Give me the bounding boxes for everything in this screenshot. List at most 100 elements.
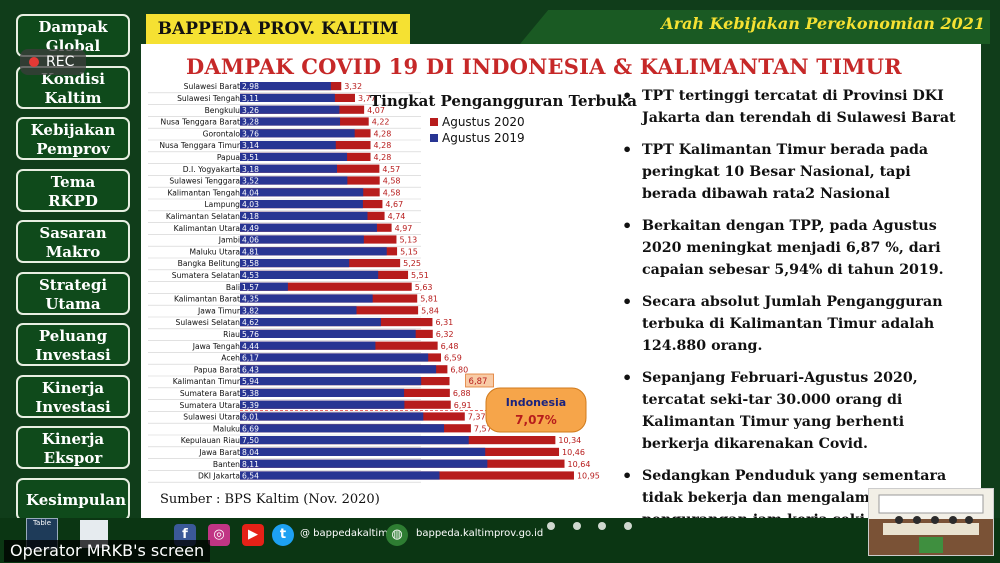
bar-2019	[240, 329, 416, 338]
table-thumbnail-label: Table	[32, 519, 52, 527]
data-label-2020: 4,28	[374, 129, 392, 138]
category-label: Jawa Barat	[198, 448, 240, 457]
data-label-2019: 3,28	[242, 118, 259, 127]
data-label-2019: 4,35	[242, 295, 259, 304]
data-label-2020: 6,91	[454, 401, 472, 410]
data-label-2019: 4,03	[242, 200, 259, 209]
globe-icon: ◍	[386, 524, 408, 546]
data-label-2019: 4,04	[242, 188, 259, 197]
chart-legend: Agustus 2020 Agustus 2019	[430, 114, 525, 146]
data-label-2020: 7,57	[474, 424, 492, 433]
sidebar-item-peluang-investasi[interactable]: Peluang Investasi	[16, 323, 130, 366]
bar-2020	[240, 282, 412, 291]
indonesia-callout-label: Indonesia	[506, 396, 566, 409]
bar-2019	[240, 412, 424, 421]
category-label: Sumatera Barat	[180, 389, 240, 398]
category-label: Bali	[226, 283, 240, 292]
sidebar-item-sasaran-makro[interactable]: Sasaran Makro	[16, 220, 130, 263]
bar-2019	[240, 459, 488, 468]
data-label-2020: 5,25	[403, 259, 421, 268]
category-label: Kalimantan Tengah	[167, 188, 240, 197]
slide-title: DAMPAK COVID 19 DI INDONESIA & KALIMANTA…	[186, 54, 902, 79]
data-label-2020: 4,22	[372, 118, 390, 127]
sidebar-item-strategi-utama[interactable]: Strategi Utama	[16, 271, 130, 315]
data-label-2020-kaltim: 6,87	[469, 377, 488, 387]
bullet-item: Berkaitan dengan TPP, pada Agustus 2020 …	[618, 215, 968, 281]
data-label-2019: 3,11	[242, 94, 259, 103]
sidebar-item-kebijakan-pemprov[interactable]: Kebijakan Pemprov	[16, 117, 130, 160]
data-label-2020: 5,15	[400, 247, 418, 256]
bar-2019	[240, 436, 469, 445]
data-label-2019: 8,04	[242, 448, 259, 457]
legend-swatch-2020	[430, 118, 438, 126]
sidebar-item-kinerja-investasi[interactable]: Kinerja Investasi	[16, 374, 130, 418]
category-label: Sulawesi Selatan	[176, 318, 241, 327]
data-label-2019: 3,18	[242, 165, 259, 174]
category-label: Jawa Tengah	[192, 342, 240, 351]
bar-2019	[240, 200, 363, 209]
data-label-2020: 6,48	[441, 342, 459, 351]
data-label-2019: 4,53	[242, 271, 259, 280]
sidebar-item-kinerja-ekspor[interactable]: Kinerja Ekspor	[16, 426, 130, 469]
recording-badge: REC	[20, 49, 86, 75]
data-label-2020: 6,32	[436, 330, 454, 339]
header-badge: BAPPEDA PROV. KALTIM	[146, 14, 410, 44]
category-label: Riau	[223, 330, 240, 339]
data-label-2020: 10,34	[558, 436, 581, 445]
bar-2019	[240, 211, 368, 220]
bar-2019	[240, 306, 357, 315]
category-label: Bangka Belitung	[178, 259, 241, 268]
nav-dot[interactable]	[624, 522, 632, 530]
chart-source: Sumber : BPS Kaltim (Nov. 2020)	[160, 492, 380, 507]
category-label: Papua Barat	[194, 365, 240, 374]
sidebar-item-kesimpulan[interactable]: Kesimpulan	[16, 477, 130, 521]
screen-share-label: Operator MRKB's screen	[4, 540, 211, 562]
legend-label-2019: Agustus 2019	[442, 131, 525, 145]
data-label-2019: 3,14	[242, 141, 259, 150]
twitter-icon[interactable]: t	[272, 524, 294, 546]
data-label-2019: 4,06	[242, 236, 259, 245]
bar-2019	[240, 82, 331, 91]
data-label-2020: 6,88	[453, 389, 471, 398]
sidebar-item-tema-rkpd-2021[interactable]: Tema RKPD 2021	[16, 168, 130, 212]
data-label-2019: 6,17	[242, 354, 259, 363]
data-label-2019: 4,44	[242, 342, 259, 351]
data-label-2020: 4,57	[382, 165, 400, 174]
bar-2019	[240, 259, 350, 268]
data-label-2019: 5,38	[242, 389, 259, 398]
data-label-2020: 3,77	[358, 94, 376, 103]
data-label-2019: 1,57	[242, 283, 259, 292]
legend-item-2019: Agustus 2019	[430, 130, 525, 146]
data-label-2019: 4,18	[242, 212, 259, 221]
category-label: Papua	[217, 153, 240, 162]
header-banner	[520, 10, 990, 44]
category-label: Jawa Timur	[197, 306, 241, 315]
nav-dot[interactable]	[547, 522, 555, 530]
nav-dot[interactable]	[598, 522, 606, 530]
bar-2019	[240, 471, 440, 480]
category-label: Sulawesi Utara	[183, 413, 240, 422]
data-label-2019: 5,39	[242, 401, 259, 410]
data-label-2019: 5,94	[242, 377, 259, 386]
bar-2019	[240, 341, 376, 350]
data-label-2020: 6,59	[444, 354, 462, 363]
website-link[interactable]: bappeda.kaltimprov.go.id	[416, 528, 544, 539]
category-label: Kalimantan Timur	[173, 377, 241, 386]
category-label: Sumatera Selatan	[172, 271, 240, 280]
bullet-list: TPT tertinggi tercatat di Provinsi DKI J…	[618, 85, 968, 520]
indonesia-callout-value: 7,07%	[515, 413, 557, 427]
participant-video-thumbnail[interactable]	[868, 488, 994, 556]
category-label: Sulawesi Barat	[184, 82, 240, 91]
category-label: Lampung	[204, 200, 240, 209]
youtube-icon[interactable]: ▶	[242, 524, 264, 546]
data-label-2019: 2,98	[242, 82, 259, 91]
instagram-icon[interactable]: ◎	[208, 524, 230, 546]
record-dot-icon	[29, 57, 39, 67]
bar-2019	[240, 164, 337, 173]
nav-dot[interactable]	[573, 522, 581, 530]
data-label-2019: 3,26	[242, 106, 259, 115]
bar-2019	[240, 400, 405, 409]
category-label: DKI Jakarta	[198, 472, 240, 481]
category-label: Gorontalo	[203, 129, 241, 138]
